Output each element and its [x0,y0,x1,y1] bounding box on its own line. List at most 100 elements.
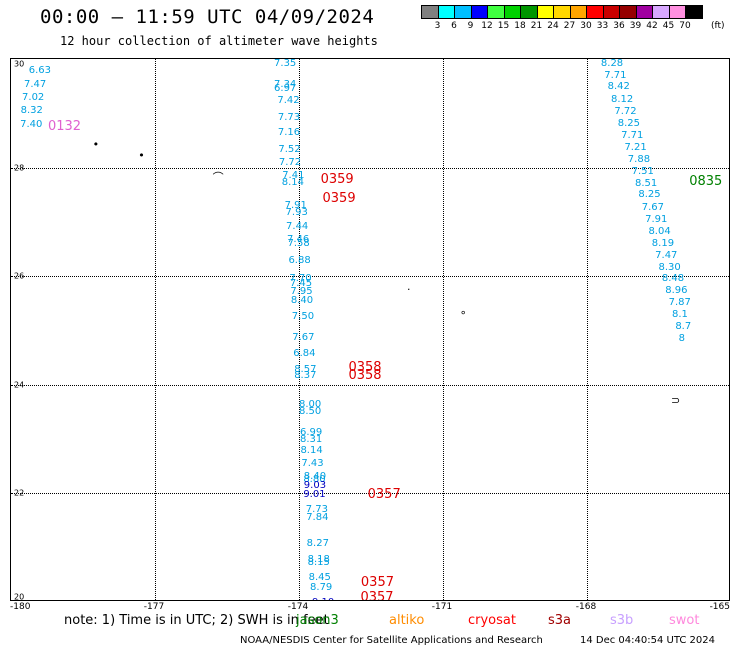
wave-height-reading: 7.16 [277,127,301,139]
latitude-label: 26 [14,271,25,281]
wave-height-reading: 8.48 [661,273,685,285]
wave-height-reading: 7.67 [292,332,315,344]
colorbar-label: 18 [514,21,526,31]
colorbar-label: 24 [547,21,559,31]
pass-time-label: 0835 [689,173,723,189]
wave-height-reading: 8.14 [281,176,304,188]
latitude-label: 28 [14,163,25,173]
longitude-label: -165 [709,602,730,612]
longitude-label: -180 [10,602,31,612]
wave-height-reading: 8.27 [306,537,329,549]
wave-height-reading: 8.51 [635,177,658,189]
wave-height-reading: 8.25 [617,118,640,130]
wave-height-reading: 7.40 [20,118,43,130]
wave-height-reading: 7.44 [286,221,309,233]
meridian-gridline [155,59,156,600]
longitude-label: -168 [575,602,597,612]
colorbar-label: 6 [451,21,457,31]
generated-timestamp: 14 Dec 04:40:54 UTC 2024 [580,635,715,646]
footnote: note: 1) Time is in UTC; 2) SWH is in fe… [64,613,329,628]
colorbar-swatch [569,5,587,19]
wave-height-reading: 7.71 [604,70,627,82]
wave-height-reading: 8.18 [307,554,330,566]
pass-time-label: 0357 [360,590,394,601]
wave-height-reading: 8.32 [20,105,43,117]
wave-height-reading: 7.43 [301,457,324,469]
colorbar-label: 45 [662,21,675,31]
wave-height-reading: 7.72 [614,105,637,117]
colorbar-swatch [487,5,505,19]
wave-height-reading: 7.67 [641,201,664,213]
wave-height-reading: 7.47 [23,78,47,90]
colorbar-label: 27 [563,21,576,31]
island-outline: • [92,137,100,151]
colorbar-swatch [553,5,571,19]
colorbar-label: 3 [434,21,441,31]
wave-height-reading: 8.80 [303,474,326,486]
pass-time-label: 0357 [360,575,394,591]
latitude-label: 20 [14,592,25,601]
wave-height-reading: 6.97 [274,82,297,94]
wave-height-reading: 7.50 [291,311,315,323]
wave-height-reading: 8.1 [671,309,688,321]
colorbar-swatch [668,5,686,19]
island-outline: ⌒ [212,171,224,185]
wave-height-reading: 7.95 [290,285,313,297]
parallel-gridline [11,493,729,495]
parallel-gridline [11,276,729,278]
island-outline: ∘ [459,306,467,320]
wave-height-reading: 7.70 [289,273,312,285]
pass-time-label: 0358 [348,368,382,384]
wave-height-reading: 8.42 [607,80,630,92]
wave-height-reading: 7.41 [282,170,305,182]
wave-height-reading: 8.14 [300,444,323,456]
wave-height-reading: 7.51 [631,166,654,178]
satellite-legend-s3a: s3a [548,613,572,628]
satellite-legend-s3b: s3b [610,613,634,628]
latitude-label: 24 [14,380,25,390]
wave-height-reading: 7.35 [274,58,297,70]
wave-height-reading: 6.99 [299,427,323,439]
pass-time-label: 0358 [348,360,382,376]
wave-height-reading: 8.79 [310,581,333,593]
colorbar-swatch [454,5,472,19]
wave-height-reading: 7.42 [277,95,300,107]
wave-height-reading: 6.88 [288,254,311,266]
wave-height-reading: 7.91 [284,199,307,211]
chart-subtitle: 12 hour collection of altimeter wave hei… [60,34,378,48]
wave-height-reading: 7.84 [306,511,329,523]
wave-height-reading: 8.30 [658,261,681,273]
wave-height-reading: 7.02 [22,92,45,104]
wave-height-reading: 7.45 [289,277,313,289]
colorbar-swatch [602,5,620,19]
wave-height-reading: 8.50 [299,405,322,417]
wave-height-reading: 8.25 [638,189,661,201]
meridian-gridline [299,59,300,600]
wave-height-reading: 8.45 [308,572,331,584]
wave-height-reading: 7.71 [621,130,644,142]
colorbar-swatch [421,5,439,19]
wave-height-reading: 8.04 [648,225,671,237]
colorbar-swatch [635,5,653,19]
pass-time-label: 0359 [320,172,354,187]
colorbar-label: 12 [481,21,493,31]
footnote-text: note: 1) Time is in UTC; 2) SWH is in fe… [64,613,329,628]
wave-height-reading: 7.52 [278,143,301,155]
colorbar-swatch [470,5,488,19]
wave-height-reading: 7.58 [287,237,310,249]
wave-height-colorbar [421,5,703,19]
colorbar-swatch [536,5,554,19]
wave-height-reading: 7.73 [277,112,301,124]
colorbar-label: 33 [596,21,609,31]
colorbar-swatch [685,5,703,19]
wave-height-reading: 9.03 [303,479,327,491]
wave-height-reading: 6.84 [293,348,316,360]
parallel-gridline [11,167,729,169]
colorbar-swatch [586,5,604,19]
colorbar-label: 21 [530,21,543,31]
wave-height-reading: 8 [678,333,686,345]
colorbar-swatch [619,5,637,19]
wave-height-reading: 7.91 [645,213,668,225]
wave-height-reading: 8.57 [294,364,317,376]
latitude-label: 30 [14,59,25,69]
